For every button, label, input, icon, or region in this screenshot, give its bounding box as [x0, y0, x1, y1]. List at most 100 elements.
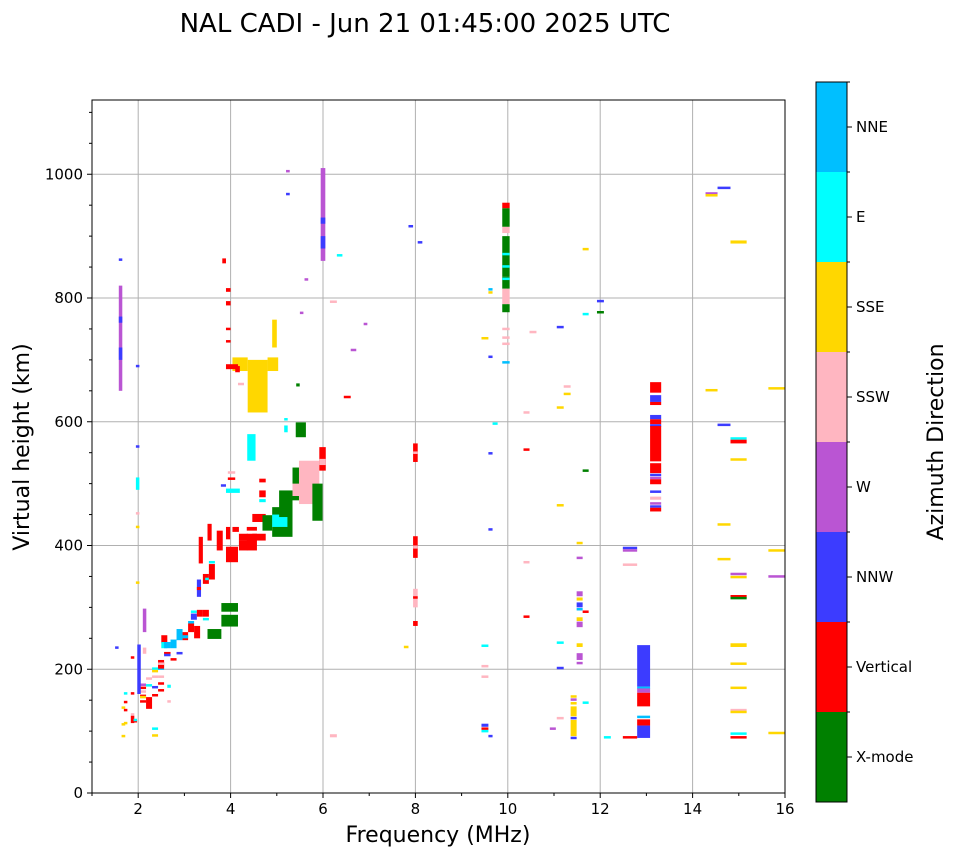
- colorbar-segment: [816, 352, 847, 442]
- data-point-ssw: [329, 300, 337, 303]
- colorbar-segment: [816, 172, 847, 262]
- data-point-nne: [164, 642, 171, 649]
- data-point-e: [492, 422, 498, 425]
- data-point-sse: [730, 662, 747, 665]
- data-point-ssw: [556, 716, 564, 720]
- x-axis-ticks: 2 4 6 8 10 12 14 16: [91, 793, 795, 818]
- data-point-vertical: [730, 595, 747, 598]
- colorbar-segment: [816, 262, 847, 352]
- data-point-nne: [502, 361, 510, 364]
- data-point-vertical: [252, 533, 266, 541]
- data-point-vertical: [413, 620, 418, 626]
- data-point-nnw: [220, 484, 226, 487]
- data-point-e: [225, 488, 240, 493]
- data-point-vertical: [130, 656, 135, 659]
- data-point-ssw: [167, 700, 171, 703]
- data-point-nnw: [570, 716, 577, 720]
- data-point-sse: [267, 357, 279, 372]
- data-point-e: [259, 499, 266, 503]
- data-point-e: [502, 252, 510, 256]
- data-point-vertical: [158, 689, 165, 692]
- data-point-w: [570, 698, 577, 701]
- data-point-ssw: [529, 330, 537, 334]
- y-tick-label: 800: [54, 289, 83, 307]
- data-point-sse: [576, 643, 583, 647]
- data-point-sse: [730, 686, 747, 690]
- data-point-e: [603, 736, 611, 739]
- data-point-ssw: [130, 713, 135, 716]
- data-point-ssw: [523, 411, 530, 414]
- data-point-nnw: [650, 473, 662, 477]
- data-point-w: [622, 549, 638, 552]
- data-point-w: [576, 661, 583, 665]
- data-point-vertical: [650, 479, 662, 485]
- data-point-vertical: [202, 609, 209, 617]
- data-point-vertical: [164, 651, 171, 655]
- data-marks: [115, 168, 785, 740]
- data-point-nne: [158, 667, 165, 670]
- data-point-nnw: [137, 644, 141, 694]
- data-point-nnw: [650, 505, 662, 508]
- data-point-vertical: [413, 596, 418, 599]
- data-point-vertical: [637, 719, 651, 726]
- data-point-sse: [570, 706, 577, 717]
- data-point-nne: [188, 620, 195, 624]
- data-point-nnw: [576, 602, 583, 608]
- data-point-vertical: [225, 526, 231, 540]
- data-point-nnw: [135, 364, 140, 368]
- data-point-vertical: [158, 661, 165, 669]
- data-point-vertical: [650, 507, 662, 512]
- data-point-nnw: [570, 736, 577, 740]
- data-point-vertical: [637, 692, 651, 707]
- data-point-e: [247, 434, 256, 461]
- x-tick-label: 4: [226, 800, 236, 818]
- colorbar-category-label: Vertical: [856, 658, 912, 676]
- data-point-e: [481, 729, 489, 733]
- data-point-x-mode: [312, 483, 323, 521]
- data-point-w: [730, 572, 747, 576]
- data-point-ssw: [650, 496, 662, 500]
- y-tick-label: 0: [73, 784, 83, 802]
- data-point-vertical: [227, 477, 236, 480]
- data-point-vertical: [196, 586, 202, 591]
- data-point-x-mode: [295, 422, 306, 438]
- data-point-vertical: [225, 340, 231, 343]
- data-point-x-mode: [279, 490, 293, 518]
- data-point-sse: [582, 247, 589, 251]
- data-point-nnw: [717, 186, 731, 190]
- data-point-w: [768, 575, 785, 578]
- data-point-vertical: [188, 623, 195, 633]
- data-point-e: [730, 437, 747, 440]
- data-point-sse: [768, 549, 785, 552]
- colorbar-category-label: NNW: [856, 568, 893, 586]
- data-point-ssw: [319, 458, 326, 466]
- data-point-sse: [705, 194, 718, 197]
- data-point-vertical: [650, 426, 662, 462]
- data-point-nnw: [115, 646, 119, 649]
- data-point-ssw: [413, 451, 418, 454]
- data-point-w: [576, 556, 583, 560]
- data-point-sse: [152, 669, 159, 673]
- data-point-vertical: [208, 564, 215, 580]
- data-point-sse: [488, 291, 493, 294]
- data-point-sse: [570, 702, 577, 705]
- colorbar-category-label: W: [856, 478, 871, 496]
- data-point-w: [576, 621, 583, 628]
- data-point-sse: [247, 359, 268, 413]
- data-point-sse: [135, 581, 140, 584]
- data-point-e: [582, 312, 589, 316]
- data-point-vertical: [481, 727, 489, 730]
- data-point-sse: [403, 645, 409, 649]
- data-point-vertical: [235, 366, 240, 373]
- data-point-w: [286, 169, 290, 173]
- data-point-vertical: [650, 382, 662, 393]
- data-point-sse: [576, 617, 583, 621]
- data-point-vertical: [123, 708, 128, 712]
- data-point-ssw: [140, 690, 147, 693]
- data-point-x-mode: [502, 276, 510, 289]
- data-point-w: [576, 653, 583, 660]
- colorbar-category-label: X-mode: [856, 748, 913, 766]
- data-point-e: [123, 692, 128, 695]
- y-tick-label: 200: [54, 660, 83, 678]
